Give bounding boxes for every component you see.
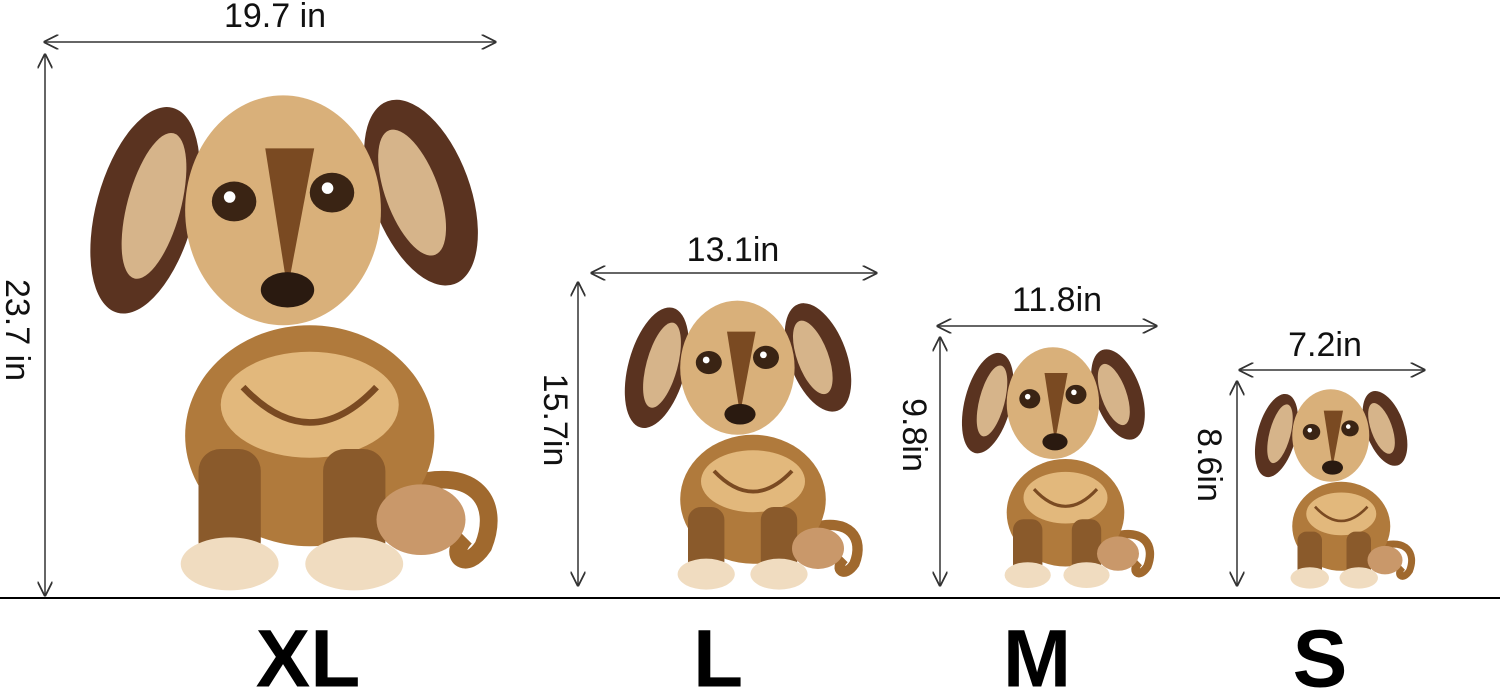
- width-label: 7.2in: [1288, 326, 1362, 364]
- dog-m: [952, 342, 1155, 588]
- width-label: 11.8in: [1012, 281, 1102, 319]
- dog-l: [613, 294, 864, 589]
- height-label: 8.6in: [1190, 428, 1228, 502]
- dog-s: [1247, 385, 1416, 589]
- width-label: 13.1in: [687, 231, 780, 269]
- size-label: XL: [256, 614, 361, 699]
- height-label: 15.7in: [536, 374, 574, 467]
- size-label: L: [693, 614, 743, 699]
- size-label: S: [1293, 614, 1348, 699]
- height-label: 9.8in: [895, 398, 933, 472]
- size-label: M: [1003, 614, 1071, 699]
- width-label: 19.7 in: [224, 0, 326, 35]
- height-label: 23.7 in: [0, 279, 36, 381]
- dog-xl: [70, 85, 500, 591]
